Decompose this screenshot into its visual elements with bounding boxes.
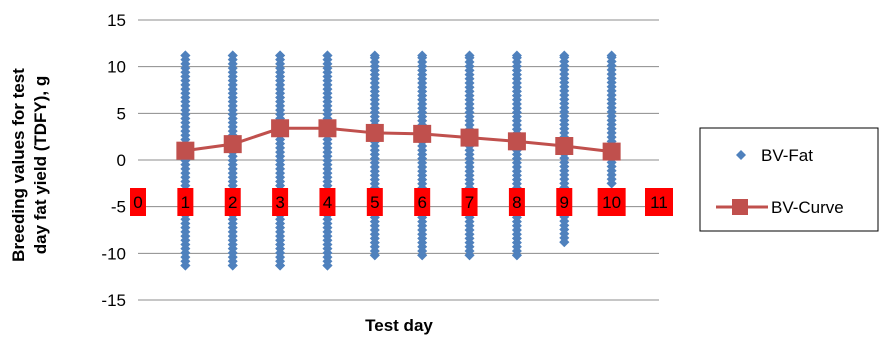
bv-fat-point [559, 237, 570, 248]
x-category-label-bg [177, 188, 194, 216]
bv-fat-point [227, 50, 238, 61]
bv-curve-point [602, 142, 621, 161]
bv-fat-point [511, 50, 522, 61]
x-category-label: 6 [417, 193, 426, 212]
x-category-label-bg [597, 188, 626, 216]
x-category-label-bg [414, 188, 431, 216]
x-category-label: 1 [181, 193, 190, 212]
y-tick-label: -10 [101, 244, 126, 263]
x-category-label: 4 [323, 193, 332, 212]
x-category-label-bg [508, 188, 525, 216]
bv-curve-point [271, 119, 290, 138]
legend-box [699, 127, 879, 232]
legend-bv-fat-marker [736, 150, 746, 160]
legend-bv-curve-label: BV-Curve [771, 198, 844, 217]
x-category-label: 8 [512, 193, 521, 212]
y-tick-label: 10 [107, 58, 126, 77]
x-category-label: 0 [133, 193, 142, 212]
bv-fat-point [275, 50, 286, 61]
x-category-label-bg [461, 188, 478, 216]
y-tick-label: -15 [101, 291, 126, 310]
bv-fat-point [369, 250, 380, 261]
x-category-label: 11 [650, 193, 668, 212]
y-axis-title-line-2: day fat yield (TDFY), g [31, 76, 50, 255]
y-tick-label: 5 [117, 104, 126, 123]
x-category-label: 7 [465, 193, 474, 212]
x-category-label-bg [130, 188, 146, 216]
x-category-label-bg [556, 188, 573, 216]
x-category-label: 9 [560, 193, 569, 212]
bv-fat-point [417, 250, 428, 261]
bv-fat-point [275, 260, 286, 271]
x-category-label: 5 [370, 193, 379, 212]
legend-bv-fat-label: BV-Fat [761, 146, 813, 165]
bv-fat-point [369, 50, 380, 61]
x-category-label-bg [366, 188, 383, 216]
legend-bv-curve-marker [732, 199, 748, 215]
bv-fat-point [227, 260, 238, 271]
legend: BV-Fat BV-Curve [699, 127, 879, 232]
bv-curve-point [318, 119, 337, 138]
y-axis-ticks: 15 10 5 0 -5 -10 -15 [101, 11, 126, 310]
bv-fat-point [464, 50, 475, 61]
bv-fat-point [606, 178, 617, 189]
bv-curve-point [460, 128, 479, 147]
bv-curve-point [223, 135, 242, 154]
x-category-label-bg [645, 188, 673, 216]
x-category-label-bg [272, 188, 289, 216]
bv-fat-point [417, 50, 428, 61]
bv-fat-point [464, 250, 475, 261]
bv-fat-point [322, 50, 333, 61]
bv-curve-line [185, 126, 612, 154]
bv-curve-point [176, 141, 195, 160]
y-tick-label: 0 [117, 151, 126, 170]
y-tick-label: -5 [111, 198, 126, 217]
bv-fat-point [180, 50, 191, 61]
x-category-labels: 0 1 2 3 4 5 6 7 8 9 10 11 [130, 188, 673, 216]
bv-fat-point [180, 260, 191, 271]
x-category-label: 2 [228, 193, 237, 212]
bv-curve-point [507, 132, 526, 151]
x-category-label: 3 [275, 193, 284, 212]
y-axis-title-line-1: Breeding values for test [9, 68, 28, 262]
gridlines [138, 19, 659, 301]
bv-fat-point [322, 260, 333, 271]
bv-curve-point [413, 124, 432, 143]
y-tick-label: 15 [107, 11, 126, 30]
x-category-label-bg [224, 188, 241, 216]
x-category-label-bg [319, 188, 336, 216]
bv-fat-point [606, 50, 617, 61]
bv-curve-series [176, 119, 621, 161]
bv-curve-point [555, 137, 574, 155]
bv-curve-point [365, 123, 384, 142]
bv-fat-point [511, 250, 522, 261]
x-category-label: 10 [602, 193, 621, 212]
x-axis-title: Test day [365, 316, 433, 335]
bv-fat-point [559, 50, 570, 61]
